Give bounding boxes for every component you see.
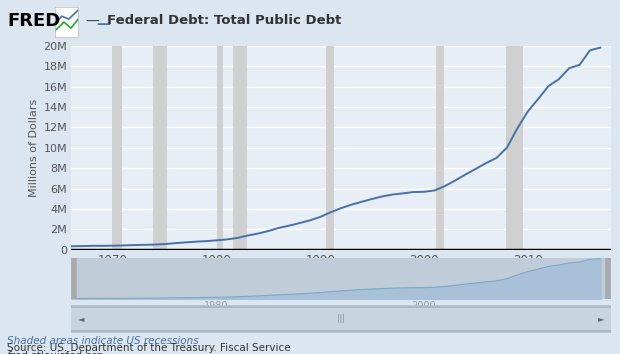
Text: |||: ||| bbox=[337, 314, 345, 324]
Text: fred.stlouisfed.org: fred.stlouisfed.org bbox=[7, 351, 103, 354]
Text: —: — bbox=[96, 17, 110, 31]
Text: Source: US. Department of the Treasury. Fiscal Service: Source: US. Department of the Treasury. … bbox=[7, 343, 291, 353]
Text: ◄: ◄ bbox=[78, 314, 84, 324]
Bar bbox=[233, 46, 247, 250]
Text: —: — bbox=[86, 15, 99, 29]
Bar bbox=[153, 46, 167, 250]
Bar bbox=[216, 46, 223, 250]
Text: Federal Debt: Total Public Debt: Federal Debt: Total Public Debt bbox=[107, 14, 341, 27]
Bar bbox=[506, 46, 523, 250]
FancyBboxPatch shape bbox=[69, 307, 613, 331]
Bar bbox=[112, 46, 122, 250]
Text: ►: ► bbox=[598, 314, 604, 324]
Bar bbox=[327, 46, 334, 250]
Y-axis label: Millions of Dollars: Millions of Dollars bbox=[29, 99, 39, 197]
Bar bbox=[436, 46, 444, 250]
Text: FRED: FRED bbox=[7, 12, 61, 30]
Text: Shaded areas indicate US recessions: Shaded areas indicate US recessions bbox=[7, 336, 199, 346]
